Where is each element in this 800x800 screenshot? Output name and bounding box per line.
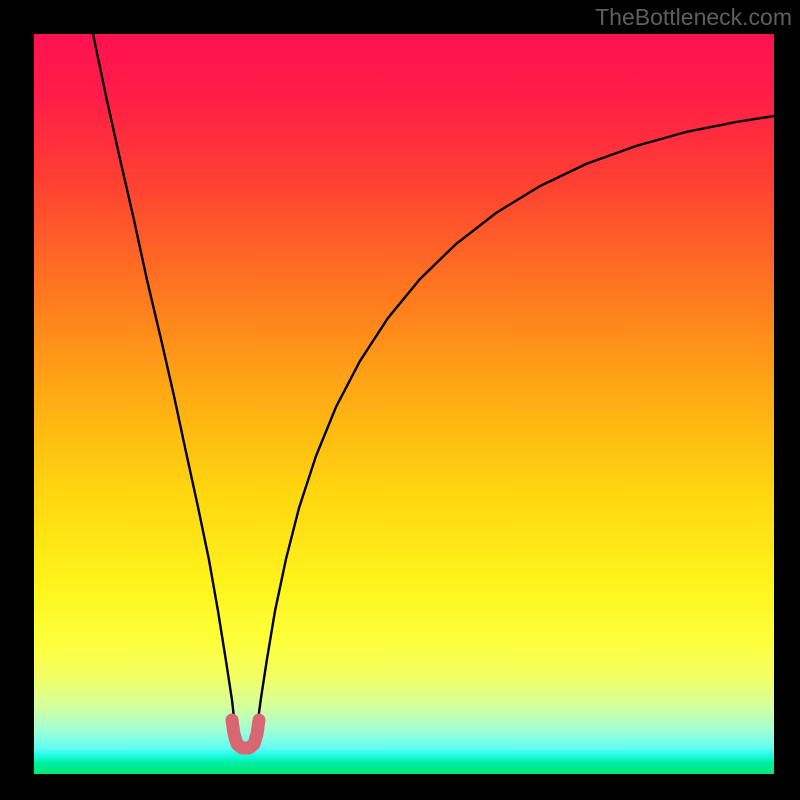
curve-right-black	[257, 116, 774, 727]
watermark-text: TheBottleneck.com	[595, 4, 792, 31]
chart-container: TheBottleneck.com	[0, 0, 800, 800]
curve-bottom-pink	[232, 720, 259, 748]
curves-layer	[34, 34, 774, 774]
curve-left-black	[93, 34, 235, 727]
plot-area	[34, 34, 774, 774]
